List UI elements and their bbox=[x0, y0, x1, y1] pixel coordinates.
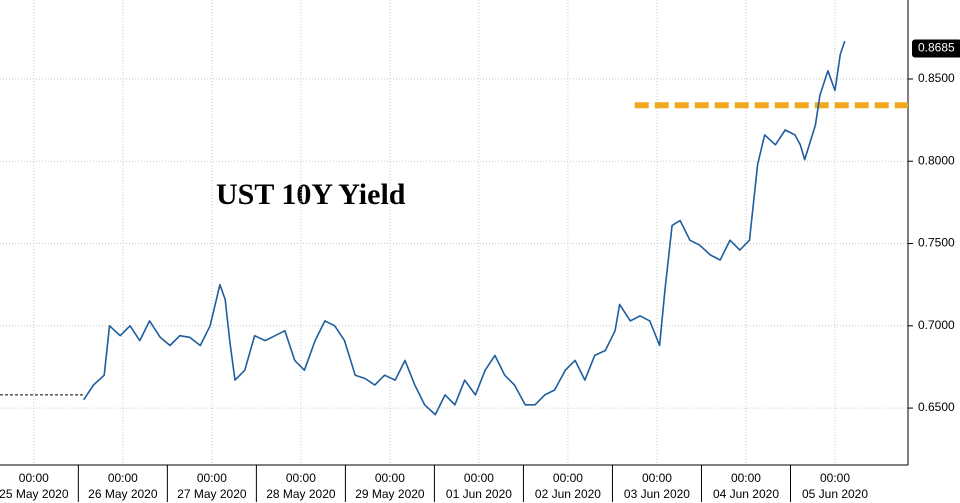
x-tick-label: 02 Jun 2020 bbox=[535, 487, 601, 501]
x-tick-time: 00:00 bbox=[197, 471, 227, 485]
last-value-box bbox=[912, 39, 960, 58]
x-tick-label: 05 Jun 2020 bbox=[802, 487, 868, 501]
x-tick-label: 01 Jun 2020 bbox=[446, 487, 512, 501]
y-tick-label: 0.8000 bbox=[918, 153, 955, 167]
y-tick-label: 0.7000 bbox=[918, 318, 955, 332]
annotation: UST 10Y Yield bbox=[216, 178, 406, 211]
x-tick-time: 00:00 bbox=[464, 471, 494, 485]
x-tick-time: 00:00 bbox=[108, 471, 138, 485]
last-value-label: 0.8685 bbox=[918, 41, 955, 55]
x-tick-time: 00:00 bbox=[820, 471, 850, 485]
x-tick-label: 04 Jun 2020 bbox=[713, 487, 779, 501]
x-tick-time: 00:00 bbox=[286, 471, 316, 485]
x-tick-time: 00:00 bbox=[642, 471, 672, 485]
y-tick-label: 0.6500 bbox=[918, 400, 955, 414]
x-tick-label: 28 May 2020 bbox=[266, 487, 336, 501]
x-tick-label: 25 May 2020 bbox=[0, 487, 69, 501]
x-tick-label: 29 May 2020 bbox=[355, 487, 425, 501]
x-tick-label: 03 Jun 2020 bbox=[624, 487, 690, 501]
x-tick-time: 00:00 bbox=[731, 471, 761, 485]
x-tick-time: 00:00 bbox=[553, 471, 583, 485]
x-tick-time: 00:00 bbox=[19, 471, 49, 485]
x-tick-label: 26 May 2020 bbox=[88, 487, 158, 501]
y-tick-label: 0.8500 bbox=[918, 71, 955, 85]
y-tick-label: 0.7500 bbox=[918, 236, 955, 250]
x-tick-label: 27 May 2020 bbox=[177, 487, 247, 501]
series-line bbox=[83, 40, 846, 416]
x-tick-time: 00:00 bbox=[375, 471, 405, 485]
